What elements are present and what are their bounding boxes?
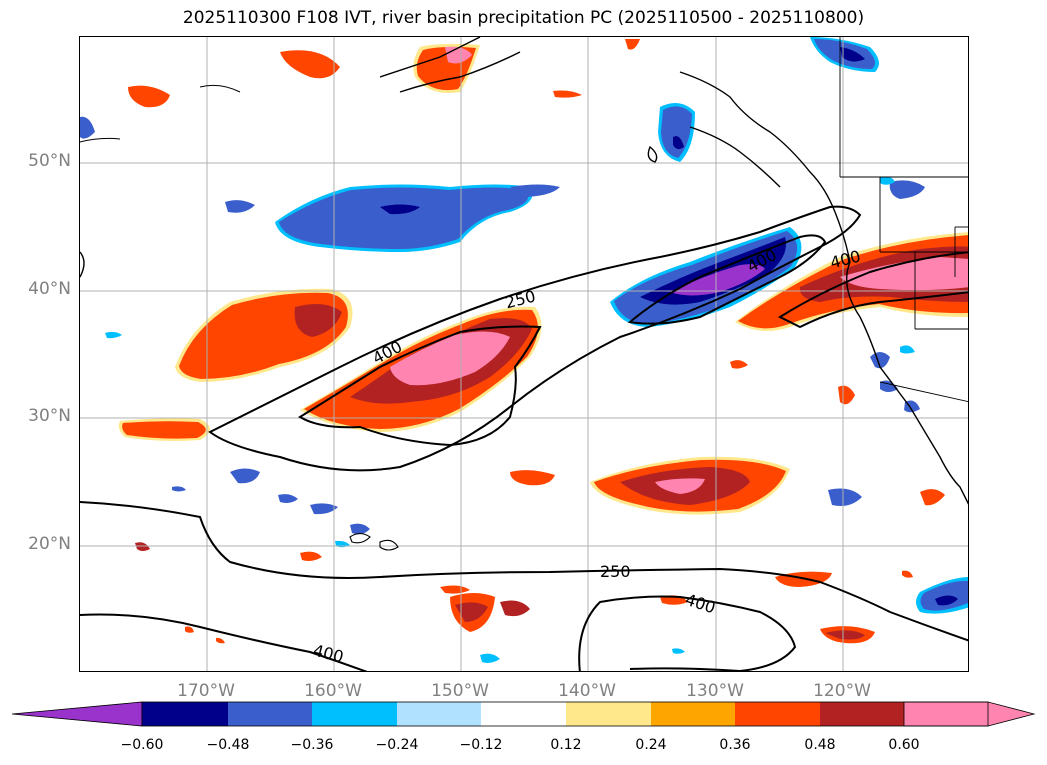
- lon-label-170w: 170°W: [177, 681, 235, 701]
- lon-label-140w: 140°W: [558, 681, 616, 701]
- map-panel: 250 400 400 400 250 400 400: [79, 36, 969, 672]
- ivt-contours: [80, 205, 968, 671]
- coastlines: [80, 37, 968, 551]
- contour-label: 400: [311, 641, 345, 667]
- lon-label-130w: 130°W: [686, 681, 744, 701]
- map-canvas: 250 400 400 400 250 400 400: [80, 37, 968, 671]
- colorbar-tick: 0.48: [804, 737, 836, 753]
- lat-label-30n: 30°N: [28, 406, 71, 426]
- lat-label-20n: 20°N: [28, 534, 71, 554]
- colorbar-tick: −0.24: [375, 737, 419, 753]
- colorbar-tick: −0.36: [290, 737, 334, 753]
- colorbar-tick: 0.12: [550, 737, 582, 753]
- lon-label-120w: 120°W: [813, 681, 871, 701]
- colorbar: [12, 701, 1036, 727]
- colorbar-tick: 0.60: [888, 737, 920, 753]
- lat-label-50n: 50°N: [28, 151, 71, 171]
- map-title: 2025110300 F108 IVT, river basin precipi…: [182, 8, 865, 28]
- negative-anomaly-layer: [80, 37, 968, 663]
- colorbar-svg: [12, 701, 1036, 727]
- contour-label: 250: [600, 562, 631, 581]
- lat-label-40n: 40°N: [28, 279, 71, 299]
- colorbar-tick: −0.48: [206, 737, 250, 753]
- colorbar-tick: 0.36: [719, 737, 751, 753]
- colorbar-tick: −0.60: [120, 737, 164, 753]
- positive-anomaly-layer: [118, 39, 968, 644]
- lon-label-160w: 160°W: [304, 681, 362, 701]
- lon-label-150w: 150°W: [431, 681, 489, 701]
- colorbar-tick: 0.24: [635, 737, 667, 753]
- colorbar-tick: −0.12: [459, 737, 503, 753]
- borders: [839, 37, 968, 403]
- contour-label: 400: [683, 590, 718, 618]
